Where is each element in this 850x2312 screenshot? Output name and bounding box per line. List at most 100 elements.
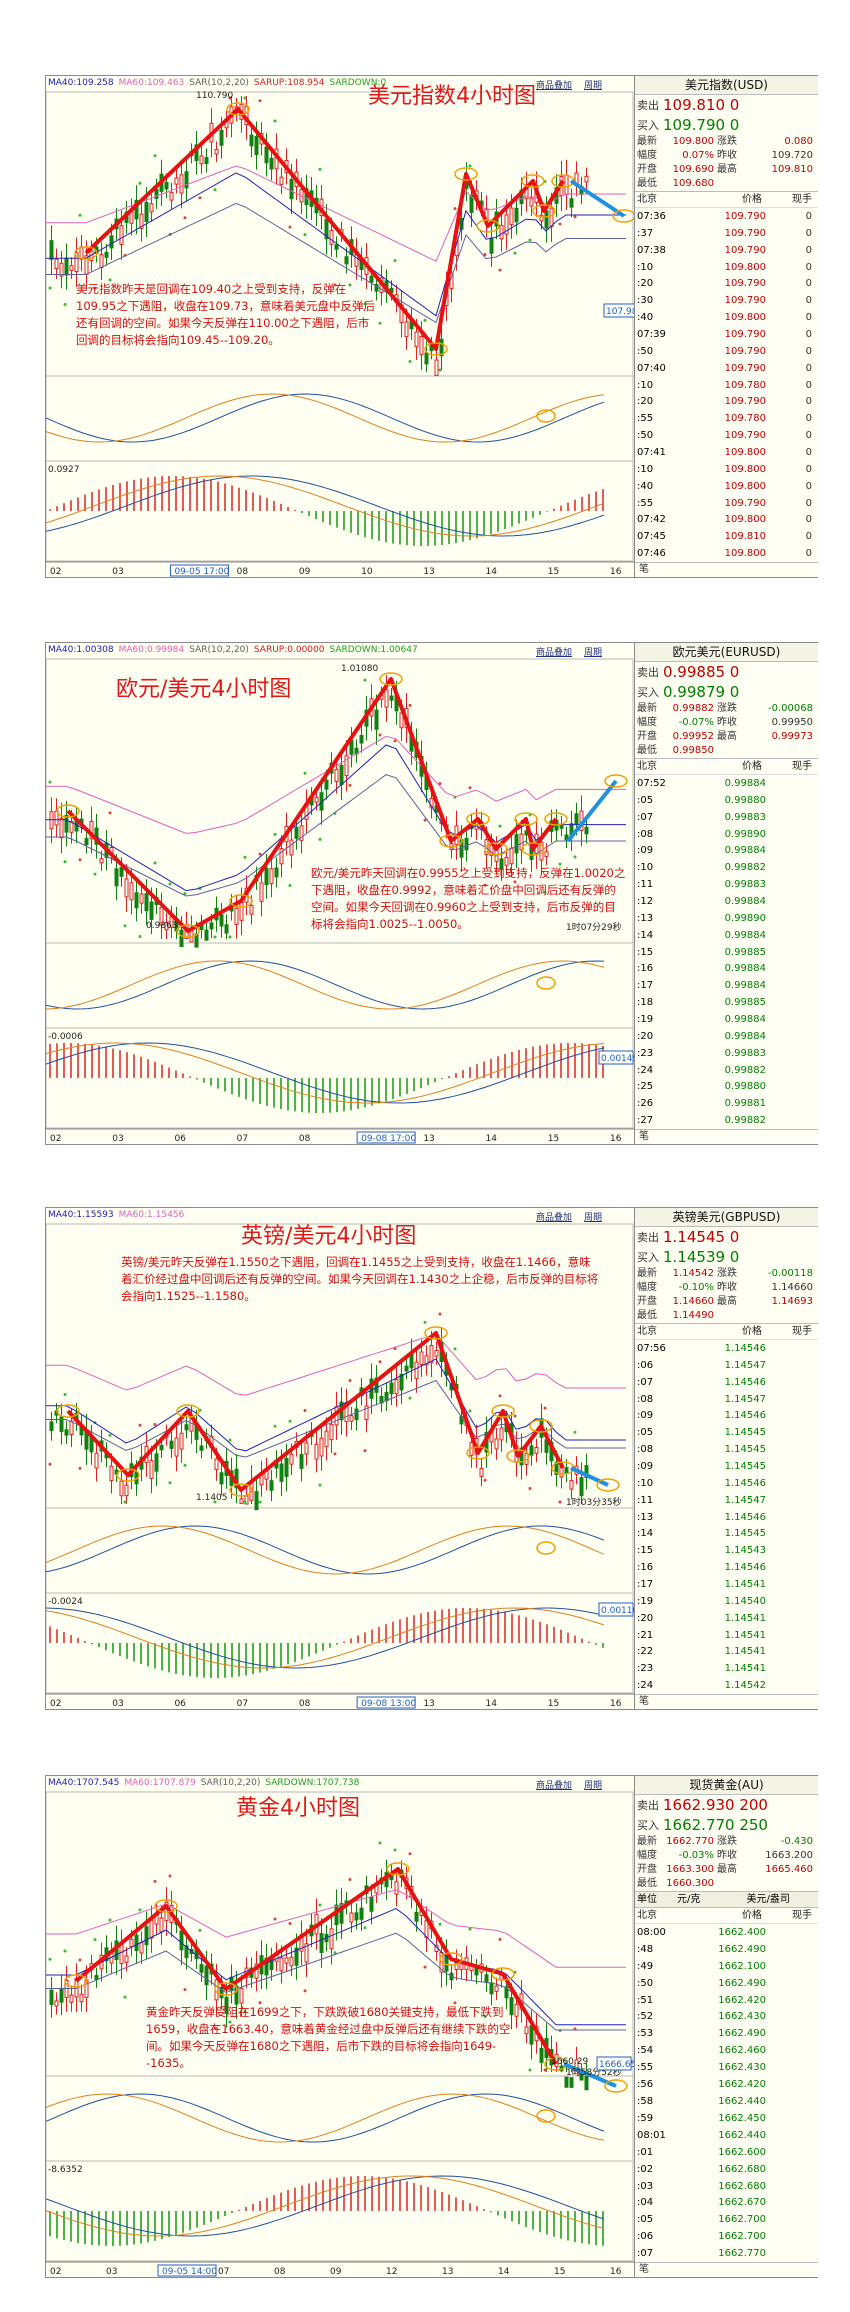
- quote-sell: 卖出 1.14545 0: [635, 1227, 818, 1247]
- candle-body: [404, 1365, 409, 1372]
- sar-dot: [93, 286, 97, 290]
- turn-marker: [439, 834, 463, 848]
- stat-label: 昨收: [717, 150, 737, 161]
- indicator: MA40:1707.545: [48, 1778, 120, 1788]
- candle-body: [134, 892, 139, 909]
- stat-row: 最低 0.99850: [635, 744, 818, 758]
- tick-row: :26 0.99881: [635, 1095, 818, 1112]
- indicator: SAR(10,2,20): [189, 78, 249, 88]
- sar-dot: [438, 782, 442, 786]
- sar-dot: [168, 1481, 172, 1485]
- candle-body: [339, 1903, 344, 1924]
- tick-volume: 0: [805, 379, 812, 391]
- tick-price: 1.14541: [724, 1646, 766, 1658]
- stat-value: -0.00118: [768, 1268, 813, 1279]
- toolbar-button[interactable]: 周期: [583, 1781, 602, 1791]
- candle-body: [494, 1985, 499, 1992]
- tick-price: 0.99884: [724, 845, 766, 857]
- candle-body: [424, 1355, 429, 1366]
- sar-dot: [378, 321, 382, 325]
- candle-body: [419, 1351, 424, 1366]
- candle-body: [134, 1934, 139, 1951]
- quote-footer: 笔: [635, 1129, 818, 1144]
- tick-price: 109.800: [724, 463, 766, 475]
- tick-price: 109.800: [724, 261, 766, 273]
- x-tick-label: 09-08 13:00: [361, 1699, 416, 1709]
- toolbar-button[interactable]: 周期: [583, 1213, 602, 1223]
- toolbar-button[interactable]: 周期: [583, 648, 602, 658]
- tick-price: 1662.400: [718, 1926, 766, 1938]
- tick-time: :01: [637, 2146, 654, 2158]
- macd-line: [46, 1042, 605, 1104]
- tick-row: :49 1662.100: [635, 1958, 818, 1975]
- toolbar-button[interactable]: 商品叠加: [535, 1213, 572, 1223]
- sar-dot: [303, 1989, 307, 1993]
- toolbar-button[interactable]: 商品叠加: [535, 1781, 572, 1791]
- tick-row: :08 0.99890: [635, 826, 818, 843]
- unit-option[interactable]: 美元/盎司: [746, 1894, 790, 1905]
- toolbar-button[interactable]: 商品叠加: [535, 648, 572, 658]
- tick-row: :18 0.99885: [635, 994, 818, 1011]
- turn-marker: [491, 1404, 515, 1418]
- value-box: [598, 1050, 634, 1065]
- toolbar-button[interactable]: 周期: [583, 81, 602, 91]
- candle-body: [179, 1432, 184, 1450]
- tick-time: :09: [637, 845, 654, 857]
- tick-row: 08:01 1662.440: [635, 2127, 818, 2144]
- candle-body: [334, 244, 339, 250]
- tick-row: :15 1.14543: [635, 1542, 818, 1559]
- tick-row: :14 1.14545: [635, 1525, 818, 1542]
- stat-label: 涨跌: [717, 1268, 737, 1279]
- candle-body: [119, 225, 124, 245]
- sar-dot: [288, 1419, 292, 1423]
- tick-time: :53: [637, 2028, 654, 2040]
- tick-time: :04: [637, 2197, 654, 2209]
- quote-buy: 买入 109.790 0: [635, 115, 818, 135]
- stat-row: 最低 1660.300: [635, 1877, 818, 1891]
- quote-name: 欧元美元(EURUSD): [635, 643, 818, 662]
- sar-dot: [513, 880, 517, 884]
- tick-time: :50: [637, 345, 654, 357]
- candle-body: [494, 1438, 499, 1450]
- sar-dot: [453, 1347, 457, 1351]
- toolbar-button[interactable]: 商品叠加: [535, 81, 572, 91]
- indicator-bar: MA40:1.15593 MA60:1.15456: [48, 1210, 189, 1220]
- candle-body: [139, 1942, 144, 1954]
- tick-row: :56 1662.420: [635, 2076, 818, 2093]
- tick-price: 1662.770: [718, 2248, 766, 2260]
- candle-body: [504, 214, 509, 235]
- sar-dot: [528, 2068, 532, 2072]
- unit-option[interactable]: 元/克: [677, 1894, 701, 1905]
- tick-price: 0.99884: [724, 980, 766, 992]
- sar-dot: [408, 360, 412, 364]
- stat-label: 涨跌: [717, 703, 737, 714]
- candle-body: [74, 252, 79, 273]
- tick-row: :09 0.99884: [635, 842, 818, 859]
- candle-body: [214, 1458, 219, 1471]
- sar-dot: [78, 213, 82, 217]
- candle-body: [279, 1957, 284, 1972]
- tick-price: 0.99884: [724, 963, 766, 975]
- stat-row: 最低 1.14490: [635, 1309, 818, 1323]
- chart-panel: 1.01080 0.9863 1时07分29秒 0.00149 -0.0006 02 03 0…: [45, 642, 818, 1145]
- candle-body: [184, 1945, 189, 1959]
- quote-footer: 笔: [635, 2262, 818, 2277]
- candle-body: [199, 155, 204, 165]
- stat-label: 最新: [637, 703, 657, 714]
- candle-body: [129, 882, 134, 901]
- moving-average: [46, 1333, 626, 1396]
- tick-price: 1.14541: [724, 1663, 766, 1675]
- candle-body: [404, 321, 409, 338]
- stat-label: 开盘: [637, 731, 657, 742]
- tick-price: 109.800: [724, 514, 766, 526]
- stat-row: 最新 109.800 涨跌 0.080: [635, 135, 818, 149]
- buy-price: 0.99879 0: [663, 683, 740, 701]
- candle-body: [374, 709, 379, 730]
- stat-row: 开盘 1663.300 最高 1665.460: [635, 1863, 818, 1877]
- sar-dot: [528, 238, 532, 242]
- sar-dot: [228, 935, 232, 939]
- tick-time: :13: [637, 1511, 654, 1523]
- sar-dot: [183, 892, 187, 896]
- oscillator-line: [46, 1525, 605, 1575]
- tick-row: 07:56 1.14546: [635, 1340, 818, 1357]
